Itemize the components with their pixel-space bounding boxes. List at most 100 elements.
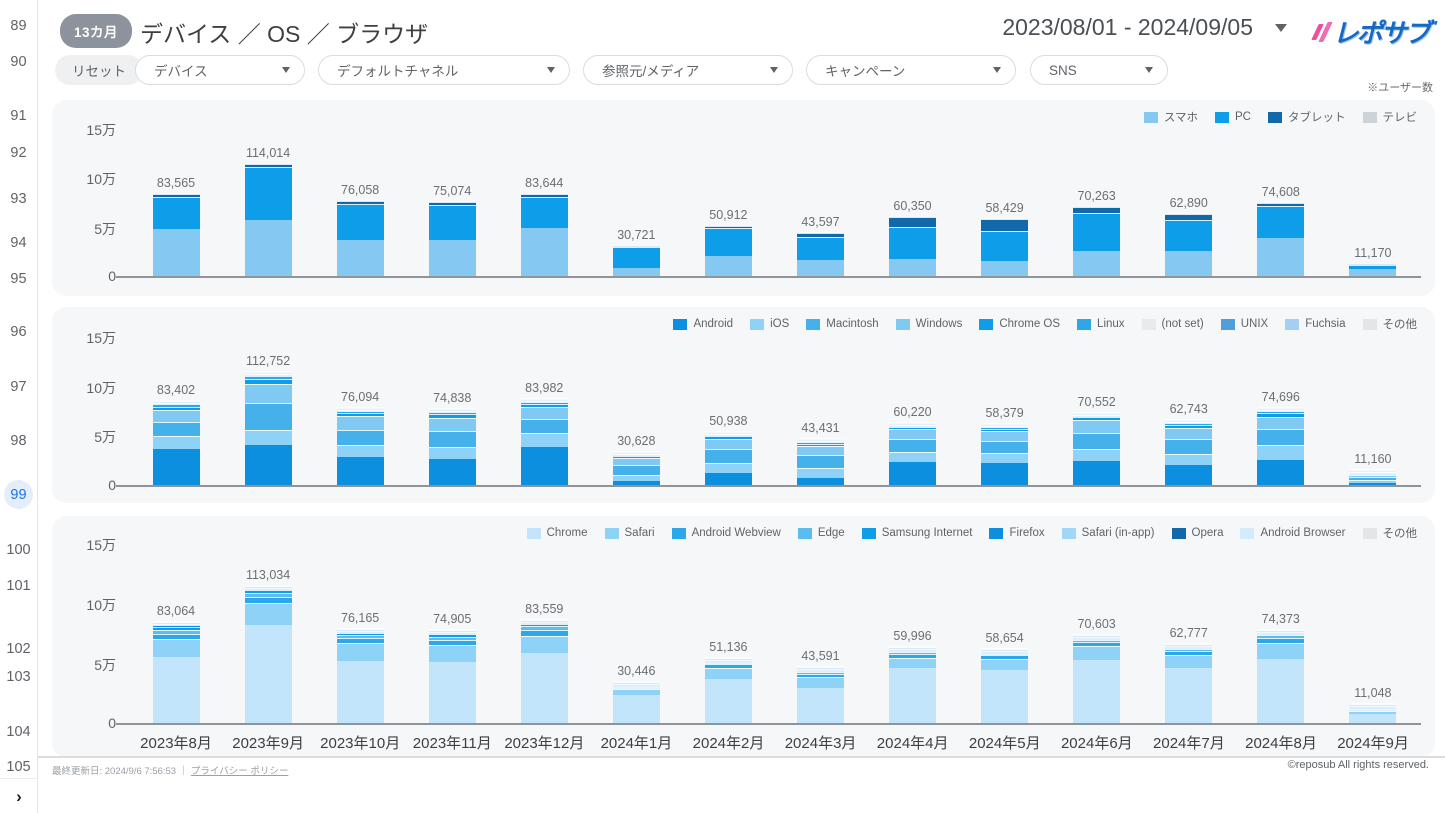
bar-segment-iOS[interactable] [1349,479,1397,483]
bar-segment-Safari[interactable] [1165,655,1213,669]
sidebar-page-91[interactable]: 91 [10,107,27,124]
bar-segment-UNIX[interactable] [889,423,937,425]
bar-segment-Safari[interactable] [336,643,384,661]
bar-segment-(not set)[interactable] [336,409,384,411]
bar-segment-Linux[interactable] [612,454,660,456]
bar-segment-その他[interactable] [796,665,844,667]
legend-item[interactable]: Fuchsia [1285,318,1346,330]
bar-segment-Chrome[interactable] [428,661,476,723]
bar-segment-その他[interactable] [1073,633,1121,635]
bar-segment-その他[interactable] [336,628,384,630]
bar-segment-Samsung Internet[interactable] [889,651,937,653]
bar-segment-Windows[interactable] [704,438,752,450]
bar-segment-Firefox[interactable] [520,622,568,624]
stacked-bar-2024年5月[interactable]: 58,654 [981,543,1029,723]
sidebar-page-98[interactable]: 98 [10,432,27,449]
stacked-bar-2024年1月[interactable]: 30,446 [612,543,660,723]
bar-segment-Samsung Internet[interactable] [612,685,660,687]
bar-segment-Chrome[interactable] [889,668,937,723]
bar-segment-Android Webview[interactable] [244,597,292,604]
bar-segment-PC[interactable] [520,197,568,229]
bar-segment-Chrome[interactable] [1073,660,1121,723]
stacked-bar-2023年10月[interactable]: 76,058 [336,128,384,276]
bar-segment-Chrome OS[interactable] [1257,412,1305,417]
bar-segment-Android Webview[interactable] [704,664,752,668]
legend-item[interactable]: Linux [1077,318,1125,330]
bar-segment-Android[interactable] [520,446,568,485]
bar-segment-Windows[interactable] [612,457,660,466]
stacked-bar-2023年9月[interactable]: 114,014 [244,128,292,276]
stacked-bar-2024年4月[interactable]: 60,220 [889,336,937,485]
legend-item[interactable]: タブレット [1268,109,1346,125]
legend-item[interactable]: Windows [895,318,962,330]
bar-segment-Firefox[interactable] [704,660,752,662]
bar-segment-Safari (in-app)[interactable] [704,659,752,661]
bar-segment-Edge[interactable] [704,662,752,665]
bar-segment-Android Webview[interactable] [981,655,1029,660]
bar-segment-Safari[interactable] [1257,642,1305,660]
bar-segment-Chrome OS[interactable] [1349,473,1397,475]
bar-segment-テレビ[interactable] [1165,213,1213,215]
bar-segment-Android Webview[interactable] [336,638,384,644]
bar-segment-Macintosh[interactable] [981,440,1029,454]
bar-segment-Opera[interactable] [1257,631,1305,633]
bar-segment-Linux[interactable] [1349,472,1397,474]
bar-segment-Linux[interactable] [981,427,1029,429]
bar-segment-タブレット[interactable] [1073,206,1121,213]
bar-segment-タブレット[interactable] [1349,264,1397,266]
bar-segment-UNIX[interactable] [981,425,1029,427]
sidebar-page-95[interactable]: 95 [10,270,27,287]
bar-segment-その他[interactable] [152,400,200,402]
bar-segment-Safari (in-app)[interactable] [612,683,660,685]
bar-segment-UNIX[interactable] [152,402,200,404]
bar-segment-(not set)[interactable] [520,401,568,403]
bar-segment-その他[interactable] [428,629,476,631]
bar-segment-テレビ[interactable] [704,225,752,226]
stacked-bar-2024年6月[interactable]: 70,263 [1073,128,1121,276]
bar-segment-Chrome[interactable] [1257,659,1305,723]
bar-segment-Android Browser[interactable] [889,647,937,649]
bar-segment-Chrome[interactable] [1165,668,1213,723]
bar-segment-テレビ[interactable] [796,232,844,234]
bar-segment-その他[interactable] [704,656,752,658]
date-range-picker[interactable]: 2023/08/01 - 2024/09/05 [1002,14,1253,40]
bar-segment-Chrome OS[interactable] [244,378,292,384]
bar-segment-その他[interactable] [981,647,1029,649]
sidebar-page-97[interactable]: 97 [10,378,27,395]
bar-segment-Android[interactable] [981,463,1029,485]
legend-item[interactable]: Chrome OS [979,318,1060,330]
bar-segment-Fuchsia[interactable] [1165,420,1213,422]
bar-segment-Safari (in-app)[interactable] [1165,646,1213,647]
bar-segment-(not set)[interactable] [796,441,844,443]
bar-segment-UNIX[interactable] [1349,470,1397,472]
bar-segment-Edge[interactable] [1165,649,1213,652]
bar-segment-Firefox[interactable] [796,669,844,671]
bar-segment-Chrome OS[interactable] [704,436,752,439]
bar-segment-iOS[interactable] [428,446,476,459]
bar-segment-Macintosh[interactable] [704,449,752,463]
bar-segment-Android[interactable] [1257,459,1305,485]
bar-segment-Chrome OS[interactable] [336,413,384,417]
stacked-bar-2024年2月[interactable]: 51,136 [704,543,752,723]
bar-segment-Safari (in-app)[interactable] [336,631,384,633]
sidebar-page-105[interactable]: 105 [6,758,31,775]
bar-segment-Samsung Internet[interactable] [1257,634,1305,636]
sidebar-page-90[interactable]: 90 [10,53,27,70]
sidebar-page-103[interactable]: 103 [6,668,31,685]
stacked-bar-2024年1月[interactable]: 30,721 [612,128,660,276]
bar-segment-iOS[interactable] [796,468,844,478]
legend-item[interactable]: Samsung Internet [861,527,972,539]
bar-segment-Opera[interactable] [244,586,292,588]
bar-segment-Android Webview[interactable] [1073,641,1121,647]
bar-segment-Chrome[interactable] [336,660,384,723]
bar-segment-Fuchsia[interactable] [244,372,292,374]
bar-segment-Android[interactable] [704,472,752,485]
bar-segment-Opera[interactable] [889,648,937,650]
bar-segment-Android Browser[interactable] [796,666,844,668]
bar-segment-Linux[interactable] [889,425,937,427]
bar-segment-Edge[interactable] [1073,639,1121,642]
legend-item[interactable]: Firefox [989,527,1045,539]
bar-segment-iOS[interactable] [889,451,937,463]
bar-segment-その他[interactable] [1073,411,1121,413]
bar-segment-UNIX[interactable] [1073,413,1121,415]
